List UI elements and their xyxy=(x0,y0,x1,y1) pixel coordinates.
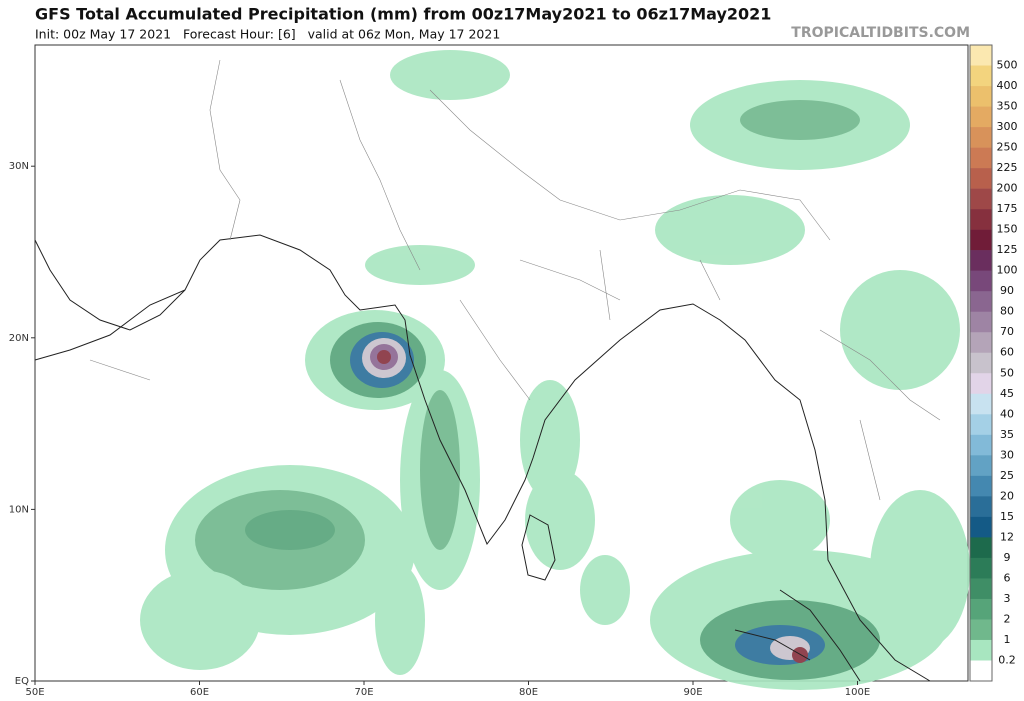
color-swatch xyxy=(970,291,992,313)
color-swatch xyxy=(970,516,992,538)
lon-label: 70E xyxy=(354,687,373,698)
subtitle: Init: 00z May 17 2021 Forecast Hour: [6]… xyxy=(35,27,500,42)
color-swatch xyxy=(970,188,992,210)
color-swatch xyxy=(970,209,992,230)
colorbar-label: 100 xyxy=(997,264,1018,277)
lat-label: 10N xyxy=(9,504,29,515)
colorbar-label: 3 xyxy=(1004,592,1011,605)
color-swatch xyxy=(970,332,992,354)
color-swatch xyxy=(970,598,992,620)
color-swatch xyxy=(970,86,992,107)
borders xyxy=(89,59,941,501)
colorbar-label: 30 xyxy=(1000,448,1014,461)
color-swatch xyxy=(970,660,992,682)
colorbar-frame xyxy=(969,44,993,682)
color-swatch xyxy=(970,455,992,477)
colorbar-label: 9 xyxy=(1004,551,1011,564)
axes: 50E 60E 70E 80E 90E 100E EQ 10N 20N 30N xyxy=(9,161,870,698)
colorbar-label: 175 xyxy=(997,202,1018,215)
colorbar-label: 90 xyxy=(1000,284,1014,297)
color-swatch xyxy=(970,147,992,169)
color-swatch xyxy=(970,393,992,415)
map-area xyxy=(34,44,970,690)
color-swatch xyxy=(970,373,992,395)
color-swatch xyxy=(970,434,992,456)
colorbar-label: 150 xyxy=(997,223,1018,236)
color-swatch xyxy=(970,168,992,189)
colorbar-label: 125 xyxy=(997,243,1018,256)
lon-label: 100E xyxy=(845,687,870,698)
colorbar-label: 15 xyxy=(1000,510,1014,523)
colorbar-label: 35 xyxy=(1000,428,1014,441)
lon-label: 60E xyxy=(190,687,209,698)
colorbar-label: 500 xyxy=(997,59,1018,72)
title: GFS Total Accumulated Precipitation (mm)… xyxy=(35,5,771,24)
lat-label: 20N xyxy=(9,333,29,344)
colorbar-label: 300 xyxy=(997,120,1018,133)
colorbar-label: 350 xyxy=(997,100,1018,113)
lat-label: 30N xyxy=(9,161,29,172)
sumatra xyxy=(734,589,861,682)
colorbar-label: 6 xyxy=(1004,571,1011,584)
coastline xyxy=(34,239,186,331)
colorbar-label: 1 xyxy=(1004,633,1011,646)
colorbar-label: 45 xyxy=(1000,387,1014,400)
color-swatch xyxy=(970,65,992,87)
colorbar-label: 12 xyxy=(1000,530,1014,543)
lat-label: EQ xyxy=(15,676,29,687)
color-swatch xyxy=(970,414,992,436)
color-swatch xyxy=(970,250,992,271)
colorbar-label: 2 xyxy=(1004,612,1011,625)
lon-label: 90E xyxy=(683,687,702,698)
colorbar-label: 50 xyxy=(1000,366,1014,379)
color-swatch xyxy=(970,537,992,559)
colorbar: 5004003503002502252001751501251009080706… xyxy=(969,44,1018,682)
color-swatch xyxy=(970,619,992,641)
colorbar-label: 400 xyxy=(997,79,1018,92)
colorbar-label: 225 xyxy=(997,161,1018,174)
color-swatch xyxy=(970,352,992,374)
coastline xyxy=(34,234,931,682)
colorbar-label: 60 xyxy=(1000,346,1014,359)
colorbar-label: 250 xyxy=(997,141,1018,154)
color-swatch xyxy=(970,311,992,333)
colorbar-label: 80 xyxy=(1000,305,1014,318)
colorbar-label: 0.2 xyxy=(998,653,1016,666)
color-swatch xyxy=(970,106,992,128)
color-swatch xyxy=(970,639,992,661)
color-swatch xyxy=(970,45,992,66)
color-swatch xyxy=(970,496,992,518)
colorbar-label: 70 xyxy=(1000,325,1014,338)
color-swatch xyxy=(970,127,992,148)
color-swatch xyxy=(970,475,992,497)
color-swatch xyxy=(970,578,992,600)
colorbar-label: 25 xyxy=(1000,469,1014,482)
color-swatch xyxy=(970,229,992,251)
colorbar-label: 20 xyxy=(1000,489,1014,502)
precip xyxy=(140,50,970,690)
color-swatch xyxy=(970,270,992,292)
site-label: TROPICALTIDBITS.COM xyxy=(791,25,970,41)
colorbar-label: 200 xyxy=(997,182,1018,195)
lon-label: 50E xyxy=(25,687,44,698)
colorbar-label: 40 xyxy=(1000,407,1014,420)
sri-lanka xyxy=(521,514,556,581)
color-swatch xyxy=(970,557,992,579)
lon-label: 80E xyxy=(519,687,538,698)
